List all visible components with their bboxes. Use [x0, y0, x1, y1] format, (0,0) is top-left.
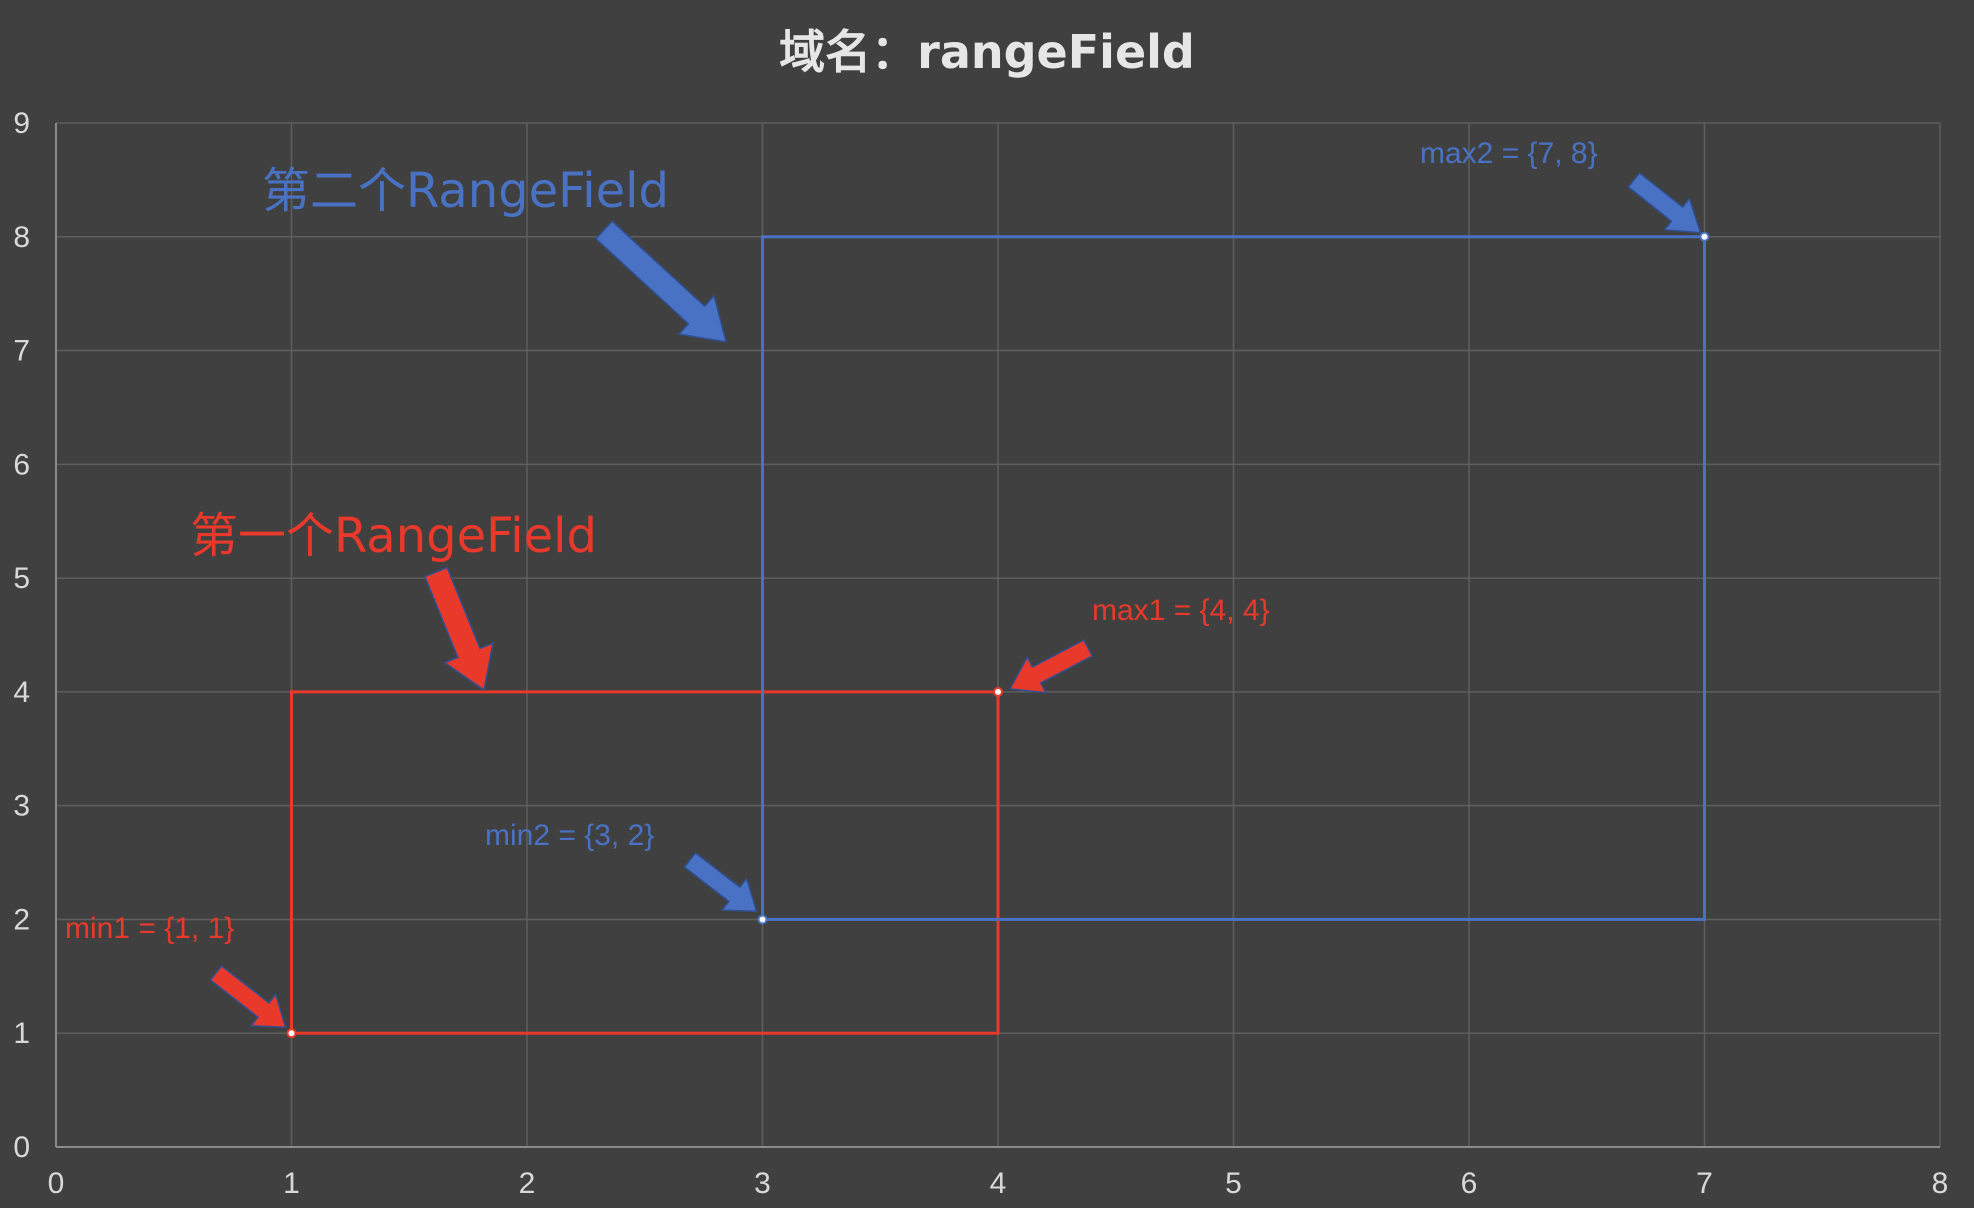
label-layer: min1 = {1, 1} max1 = {4, 4} min2 = {3, 2} m…	[65, 137, 1598, 945]
y-tick-label: 0	[13, 1131, 30, 1164]
x-tick-label: 7	[1696, 1167, 1713, 1200]
rect-layer	[290, 235, 1706, 1035]
arrow-to-range2	[594, 220, 728, 343]
x-tick-label: 3	[754, 1167, 771, 1200]
arrow-to-min1	[209, 964, 287, 1028]
corner-point-1-2	[993, 686, 1003, 697]
x-tick-label: 5	[1225, 1167, 1242, 1200]
x-tick-label: 1	[283, 1167, 300, 1200]
annotation-2: 第二个RangeField	[262, 163, 669, 219]
y-tick-label: 1	[13, 1017, 30, 1050]
x-tick-label: 2	[519, 1167, 536, 1200]
y-tick-label: 9	[13, 107, 30, 140]
chart-title: 域名：rangeField	[779, 25, 1195, 79]
annotation-1: 第一个RangeField	[190, 508, 597, 564]
x-tick-label: 4	[990, 1167, 1007, 1200]
point-label-2-1: min2 = {3, 2}	[485, 819, 654, 852]
y-tick-label: 4	[13, 676, 30, 709]
arrow-layer	[209, 171, 1702, 1028]
y-tick-label: 3	[13, 790, 30, 823]
arrow-to-min2	[683, 851, 758, 913]
y-tick-label: 7	[13, 335, 30, 368]
x-tick-label: 6	[1461, 1167, 1478, 1200]
range-rectangle-1	[290, 690, 1000, 1035]
point-label-2-2: max2 = {7, 8}	[1420, 137, 1598, 170]
x-tick-label: 0	[48, 1167, 65, 1200]
y-tick-label: 6	[13, 448, 30, 481]
point-label-1-1: min1 = {1, 1}	[65, 912, 234, 945]
y-tick-label: 8	[13, 221, 30, 254]
corner-point-1-1	[286, 1028, 297, 1039]
y-tick-label: 2	[13, 903, 30, 936]
arrow-to-max1	[1008, 638, 1094, 694]
point-label-1-2: max1 = {4, 4}	[1092, 594, 1270, 627]
range-rectangle-2	[761, 235, 1706, 921]
y-tick-label: 5	[13, 562, 30, 595]
arrow-to-max2	[1627, 171, 1702, 234]
corner-point-2-2	[1699, 231, 1710, 242]
point-layer	[286, 231, 1710, 1039]
arrow-to-range1	[423, 566, 494, 692]
axis-layer: 0 1 2 3 4 5 6 7 8 0 1 2 3 4 5 6 7 8 9	[13, 107, 1948, 1200]
x-tick-label: 8	[1932, 1167, 1949, 1200]
corner-point-2-1	[757, 914, 768, 925]
